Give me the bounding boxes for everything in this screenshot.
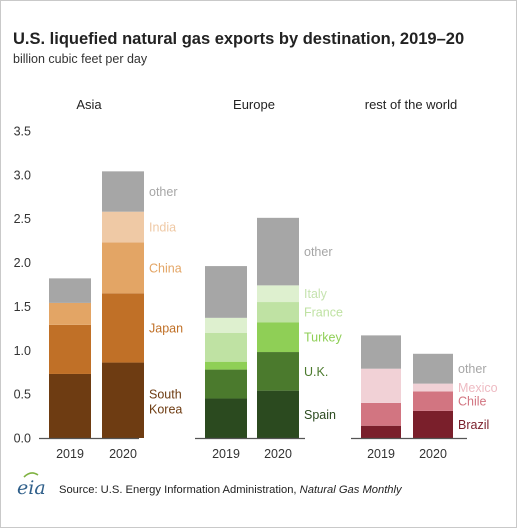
- bar-segment-2-1-0: [413, 410, 453, 438]
- series-label-0-0-0: South: [149, 387, 182, 401]
- x-tick-label-1-0: 2019: [212, 447, 240, 461]
- series-label-1-2: Turkey: [304, 331, 342, 345]
- series-label-0-0-1: Korea: [149, 402, 182, 416]
- y-tick-label-7: 3.5: [14, 125, 31, 139]
- panel-header-2: rest of the world: [365, 97, 458, 112]
- bar-segment-1-1-4: [257, 285, 299, 303]
- chart-subtitle: billion cubic feet per day: [13, 52, 148, 66]
- bar-segment-0-0-1: [49, 324, 91, 374]
- series-label-2-3: other: [458, 362, 487, 376]
- bar-segment-1-0-4: [205, 317, 247, 333]
- chart-title: U.S. liquefied natural gas exports by de…: [13, 30, 465, 48]
- panel-header-0: Asia: [76, 97, 102, 112]
- bar-segment-1-0-1: [205, 369, 247, 399]
- bar-segment-0-1-1: [102, 293, 144, 363]
- series-label-2-0: Brazil: [458, 418, 489, 432]
- bar-segment-1-0-0: [205, 398, 247, 438]
- x-tick-label-2-1: 2020: [419, 447, 447, 461]
- bar-segment-2-0-3: [361, 335, 401, 369]
- source-label: Source: U.S. Energy Information Administ…: [59, 484, 300, 496]
- y-tick-label-5: 2.5: [14, 212, 31, 226]
- bar-segment-1-1-2: [257, 322, 299, 353]
- bar-segment-0-0-2: [49, 302, 91, 325]
- series-label-1-5: other: [304, 245, 333, 259]
- y-tick-label-2: 1.0: [14, 344, 31, 358]
- bar-segment-1-0-3: [205, 332, 247, 362]
- bar-segment-2-1-1: [413, 391, 453, 411]
- series-label-0-2: China: [149, 261, 182, 275]
- bar-segment-1-1-5: [257, 217, 299, 286]
- eia-logo-arc-icon: [23, 472, 39, 478]
- bar-segment-1-1-3: [257, 302, 299, 323]
- bar-segment-1-0-5: [205, 266, 247, 318]
- x-tick-label-0-1: 2020: [109, 447, 137, 461]
- series-label-1-1: U.K.: [304, 365, 328, 379]
- source-text: Source: U.S. Energy Information Administ…: [59, 484, 402, 496]
- source-publication: Natural Gas Monthly: [299, 484, 402, 496]
- x-tick-label-2-0: 2019: [367, 447, 395, 461]
- bar-segment-0-0-0: [49, 373, 91, 438]
- series-label-1-3: France: [304, 306, 343, 320]
- bar-segment-1-1-1: [257, 352, 299, 391]
- series-label-2-2: Mexico: [458, 381, 498, 395]
- bar-segment-2-1-2: [413, 383, 453, 392]
- series-label-0-3: India: [149, 221, 176, 235]
- bar-segment-0-0-4: [49, 278, 91, 303]
- series-label-0-4: other: [149, 185, 178, 199]
- bar-segment-2-0-1: [361, 402, 401, 426]
- series-label-1-4: Italy: [304, 287, 328, 301]
- x-tick-label-0-0: 2019: [56, 447, 84, 461]
- bar-segment-1-1-0: [257, 390, 299, 438]
- bar-segment-0-1-0: [102, 362, 144, 438]
- bar-segment-2-1-3: [413, 353, 453, 384]
- bar-segment-1-0-2: [205, 361, 247, 370]
- eia-logo: eia: [17, 477, 46, 499]
- x-tick-label-1-1: 2020: [264, 447, 292, 461]
- panel-header-1: Europe: [233, 97, 275, 112]
- bar-segment-0-1-2: [102, 242, 144, 294]
- y-tick-label-3: 1.5: [14, 300, 31, 314]
- series-label-0-1: Japan: [149, 321, 183, 335]
- y-tick-label-4: 2.0: [14, 256, 31, 270]
- series-label-1-0: Spain: [304, 408, 336, 422]
- y-tick-label-0: 0.0: [14, 432, 31, 446]
- bar-segment-0-1-3: [102, 211, 144, 243]
- y-tick-label-6: 3.0: [14, 168, 31, 182]
- chart-plot: 0.0 0.5 1.0 1.5 2.0 2.5 3.0 3.5 Asia 2019 2020 Sout…: [14, 97, 498, 461]
- bar-segment-2-0-0: [361, 425, 401, 438]
- bar-segment-2-0-2: [361, 368, 401, 403]
- y-tick-label-1: 0.5: [14, 388, 31, 402]
- bar-segment-0-1-4: [102, 171, 144, 212]
- series-label-2-1: Chile: [458, 395, 487, 409]
